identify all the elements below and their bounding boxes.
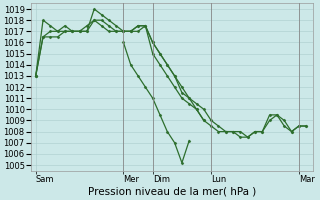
X-axis label: Pression niveau de la mer( hPa ): Pression niveau de la mer( hPa ) [88,187,256,197]
